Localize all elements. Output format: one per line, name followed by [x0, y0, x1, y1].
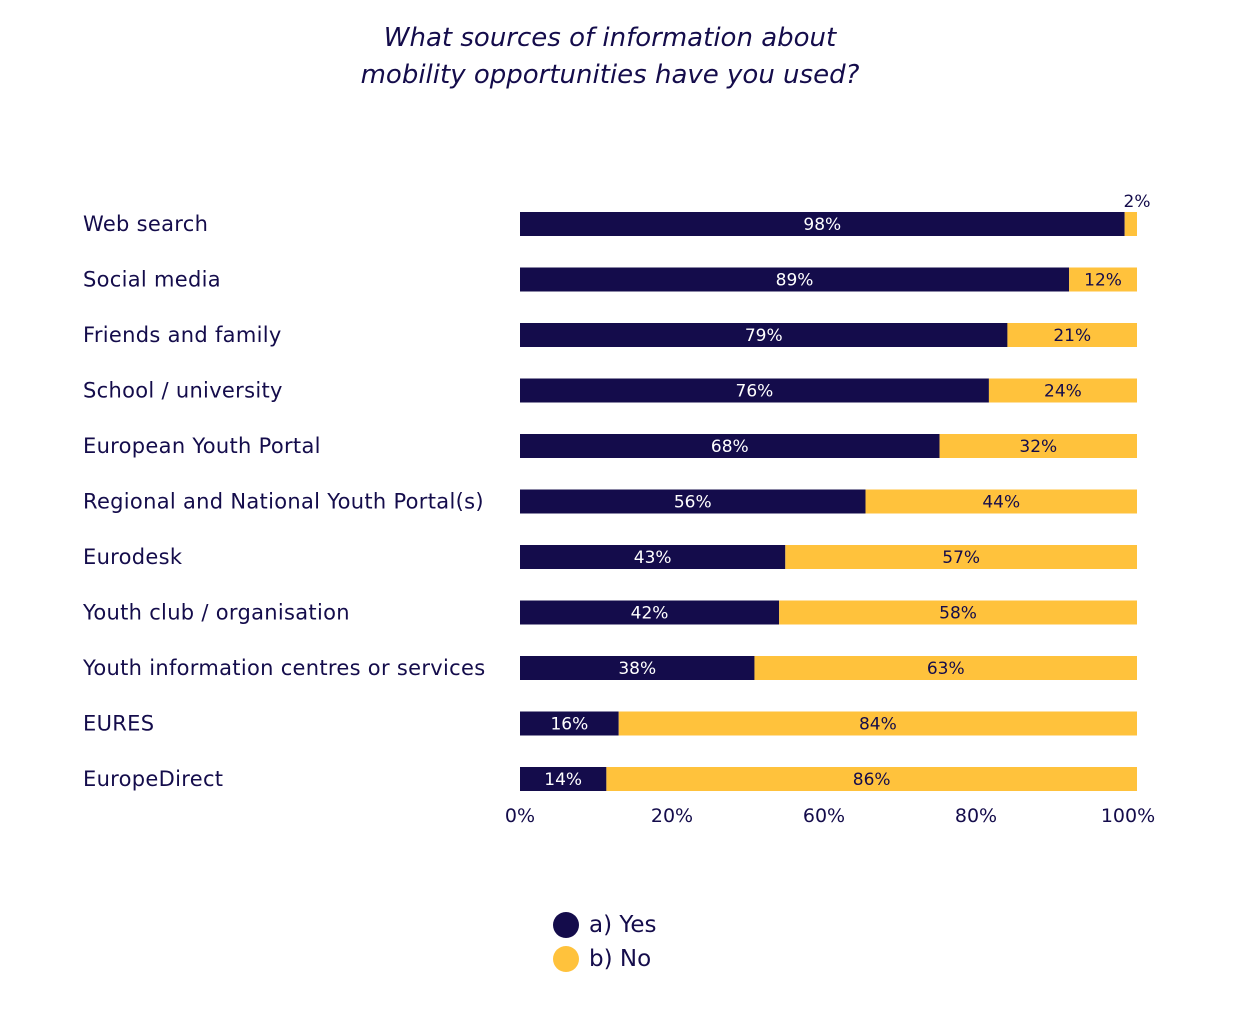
data-label-yes: 42%	[631, 604, 669, 624]
bar-no	[1007, 323, 1137, 347]
data-label-yes: 38%	[618, 659, 656, 679]
data-label-yes: 43%	[634, 548, 672, 568]
bar-yes	[520, 600, 780, 625]
legend: a) Yes b) No	[553, 908, 657, 976]
bar-no	[988, 378, 1137, 403]
bar-yes	[520, 711, 619, 736]
bar-yes	[520, 545, 786, 569]
bar-yes	[520, 212, 1125, 236]
bar-no	[1124, 212, 1137, 236]
category-label: Friends and family	[83, 323, 282, 347]
data-label-no: 21%	[1053, 326, 1091, 346]
data-label-yes: 68%	[711, 437, 749, 457]
bar-yes	[520, 489, 866, 514]
x-tick-label: 100%	[1101, 805, 1155, 827]
legend-item-yes: a) Yes	[553, 908, 657, 942]
category-label: Youth information centres or services	[82, 656, 485, 680]
data-label-no: 86%	[853, 770, 891, 790]
data-label-no: 2%	[1124, 192, 1151, 212]
category-label: Eurodesk	[83, 545, 183, 569]
category-label: School / university	[83, 379, 283, 403]
data-label-yes: 16%	[550, 715, 588, 735]
legend-swatch-yes	[553, 912, 579, 938]
bar-yes	[520, 434, 940, 458]
x-tick-label: 60%	[803, 805, 845, 827]
category-label: EuropeDirect	[83, 767, 223, 791]
x-tick-label: 0%	[505, 805, 535, 827]
data-label-no: 24%	[1044, 382, 1082, 402]
category-label: Regional and National Youth Portal(s)	[83, 490, 484, 514]
legend-label-yes: a) Yes	[589, 912, 657, 938]
data-label-yes: 89%	[776, 271, 814, 291]
data-label-no: 84%	[859, 715, 897, 735]
bar-no	[606, 767, 1137, 791]
legend-swatch-no	[553, 946, 579, 972]
chart-title: What sources of information about mobili…	[0, 20, 1220, 94]
data-label-no: 12%	[1084, 271, 1122, 291]
data-label-no: 57%	[942, 548, 980, 568]
chart-title-line: mobility opportunities have you used?	[360, 60, 860, 90]
legend-label-no: b) No	[589, 946, 652, 972]
category-label: Social media	[83, 268, 221, 292]
bar-no	[865, 489, 1137, 514]
bar-yes	[520, 267, 1070, 292]
bar-yes	[520, 378, 989, 403]
bar-yes	[520, 323, 1008, 347]
category-label: Web search	[83, 212, 208, 236]
legend-item-no: b) No	[553, 942, 657, 976]
data-label-no: 63%	[927, 659, 965, 679]
bar-no	[939, 434, 1137, 458]
chart-title-line: What sources of information about	[383, 23, 837, 53]
category-label: Youth club / organisation	[82, 601, 350, 625]
x-tick-label: 20%	[651, 805, 693, 827]
data-label-yes: 56%	[674, 493, 712, 513]
x-tick-label: 80%	[955, 805, 997, 827]
category-label: EURES	[83, 712, 154, 736]
bar-no	[779, 600, 1137, 625]
bar-no	[754, 656, 1137, 680]
data-label-no: 58%	[939, 604, 977, 624]
data-label-yes: 79%	[745, 326, 783, 346]
bar-yes	[520, 656, 755, 680]
data-label-no: 44%	[982, 493, 1020, 513]
data-label-yes: 76%	[736, 382, 774, 402]
bar-no	[785, 545, 1137, 569]
bar-no	[1069, 267, 1137, 292]
data-label-yes: 98%	[803, 215, 841, 235]
bar-no	[618, 711, 1137, 736]
bar-yes	[520, 767, 607, 791]
data-label-no: 32%	[1019, 437, 1057, 457]
category-label: European Youth Portal	[83, 434, 321, 458]
data-label-yes: 14%	[544, 770, 582, 790]
